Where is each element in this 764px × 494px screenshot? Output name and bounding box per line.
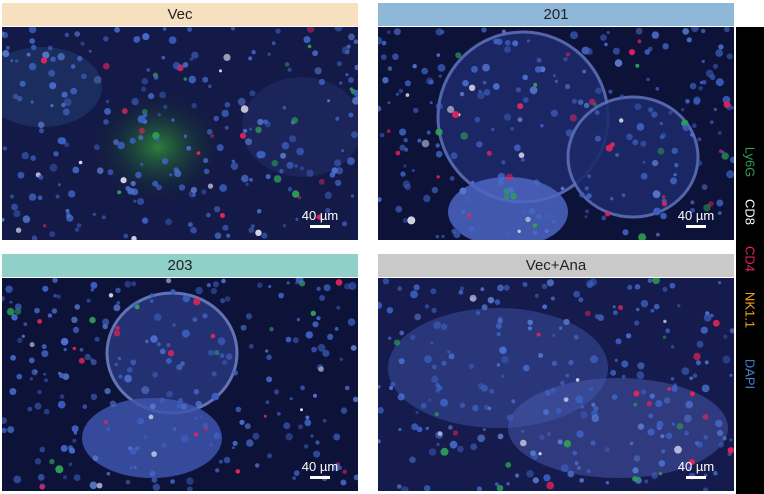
micrograph-201: 40 µm xyxy=(378,27,734,240)
legend-ly6g: Ly6G xyxy=(742,146,758,178)
scale-bar-vec-ana: 40 µm xyxy=(672,459,720,479)
legend-cd8: CD8 xyxy=(742,198,758,226)
scale-bar-203: 40 µm xyxy=(296,459,344,479)
panel-header-203: 203 xyxy=(2,254,358,277)
micrograph-203-image xyxy=(2,278,358,491)
legend-nk11: NK1.1 xyxy=(742,291,758,329)
scale-label-203: 40 µm xyxy=(301,459,339,474)
channel-legend: Ly6G CD8 CD4 NK1.1 DAPI xyxy=(736,27,764,494)
scale-label-vec: 40 µm xyxy=(301,208,339,223)
micrograph-vec-ana: 40 µm xyxy=(378,278,734,491)
micrograph-vec: 40 µm xyxy=(2,27,358,240)
scale-label-201: 40 µm xyxy=(677,208,715,223)
panel-header-vec: Vec xyxy=(2,3,358,26)
micrograph-201-image xyxy=(378,27,734,240)
legend-cd4: CD4 xyxy=(742,245,758,273)
scale-bar-201: 40 µm xyxy=(672,208,720,228)
scale-label-vec-ana: 40 µm xyxy=(677,459,715,474)
panel-header-201: 201 xyxy=(378,3,734,26)
scale-bar-vec: 40 µm xyxy=(296,208,344,228)
panel-header-vec-ana: Vec+Ana xyxy=(378,254,734,277)
legend-dapi: DAPI xyxy=(742,358,758,390)
micrograph-vec-image xyxy=(2,27,358,240)
micrograph-203: 40 µm xyxy=(2,278,358,491)
